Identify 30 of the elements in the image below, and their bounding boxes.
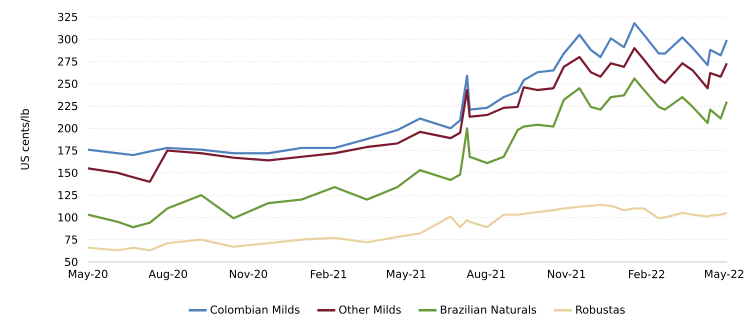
x-tick-label: May-22: [705, 270, 744, 280]
line-series: [86, 77, 728, 228]
y-tick-label: 75: [65, 236, 78, 244]
y-tick-label: 150: [58, 168, 78, 178]
x-tick-label: Nov-20: [230, 270, 268, 278]
y-tick-label: 325: [58, 12, 78, 22]
y-tick-label: 200: [58, 124, 78, 133]
line-series: [86, 22, 728, 156]
y-tick-label: 300: [58, 35, 78, 44]
y-tick-label: 275: [58, 57, 78, 66]
y-axis-title: US cents/lb: [20, 109, 30, 170]
x-tick-label: Nov-21: [548, 270, 585, 278]
y-tick-label: 175: [58, 146, 78, 155]
line-series: [86, 47, 728, 183]
x-tick-label: May-21: [386, 270, 426, 280]
y-tick-label: 250: [58, 80, 78, 88]
y-tick-label: 125: [58, 191, 78, 200]
legend-label: Brazilian Naturals: [440, 305, 536, 314]
y-tick-label: 100: [58, 213, 78, 222]
y-tick-label: 225: [58, 102, 78, 110]
x-tick-label: Aug-21: [466, 270, 505, 280]
y-tick-label: 50: [65, 258, 78, 266]
x-tick-label: May-20: [68, 270, 108, 280]
x-tick-label: Aug-20: [148, 270, 188, 280]
x-tick-label: Feb-22: [629, 270, 664, 278]
legend-label: Robustas: [576, 305, 625, 314]
legend-label: Colombian Milds: [210, 305, 300, 314]
line-series: [86, 204, 728, 252]
x-tick-label: Feb-21: [310, 270, 346, 278]
legend-label: Other Milds: [339, 305, 401, 314]
